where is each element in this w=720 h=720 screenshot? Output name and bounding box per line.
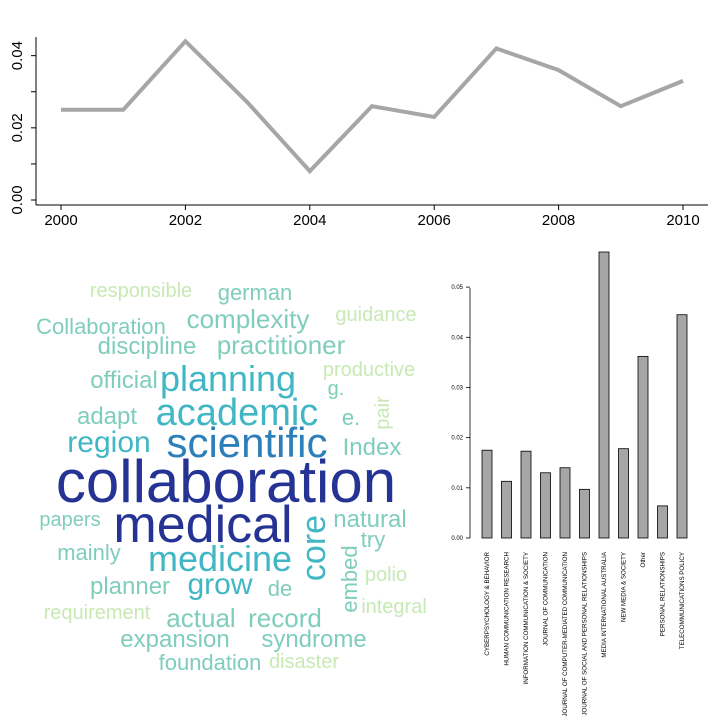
bar-y-tick-label: 0.04	[451, 335, 463, 341]
bar-x-label: NEW MEDIA & SOCIETY	[621, 552, 628, 622]
word-cloud-word: adapt	[77, 403, 137, 430]
bar	[559, 467, 571, 539]
bar	[520, 450, 532, 539]
line-y-tick-label: 0.04	[9, 41, 26, 70]
bar-chart-x-labels: CYBERPSYCHOLOGY & BEHAVIOR HUMAN COMMUNIC…	[484, 551, 686, 716]
word-cloud-word: core	[295, 515, 333, 581]
word-cloud: collaborationmedicalscientificacademicpl…	[36, 280, 427, 675]
word-cloud-word: Collaboration	[36, 314, 166, 339]
word-cloud-word: academic	[156, 392, 319, 434]
bar-x-label: JOURNAL OF COMMUNICATION	[543, 552, 550, 646]
word-cloud-word: medicine	[148, 538, 292, 579]
word-cloud-word: try	[361, 527, 385, 552]
bar-y-tick-label: 0.00	[451, 536, 463, 542]
line-chart-x-ticks: 2000 2002 2004 2006 2008 2010	[44, 205, 700, 229]
line-chart: 2000 2002 2004 2006 2008 2010 0.00 0.02 0.04	[9, 37, 708, 229]
word-cloud-word: productive	[323, 359, 415, 381]
word-cloud-word: e.	[342, 405, 360, 430]
bar	[637, 355, 649, 539]
bar	[598, 251, 610, 539]
word-cloud-word: expansion	[120, 626, 229, 653]
line-y-tick-label: 0.00	[9, 185, 26, 214]
bar	[579, 488, 590, 539]
line-x-tick-label: 2010	[666, 212, 699, 229]
word-cloud-word: syndrome	[261, 626, 366, 653]
bar-chart: 0.00 0.01 0.02 0.03 0.04 0.05 CYBERPSYCHOLOGY…	[451, 251, 688, 717]
word-cloud-word: record	[248, 603, 322, 633]
line-x-tick-label: 2006	[418, 212, 451, 229]
word-cloud-word: medical	[113, 496, 292, 554]
bar-x-label: JOURNAL OF COMPUTER-MEDIATED COMMUNICATI…	[562, 552, 569, 717]
word-cloud-word: official	[90, 367, 158, 394]
line-x-tick-label: 2008	[542, 212, 575, 229]
bar-x-label: JOURNAL OF SOCIAL AND PERSONAL RELATIONS…	[582, 552, 589, 716]
word-cloud-word: german	[218, 280, 293, 305]
word-cloud-word: de	[268, 576, 292, 601]
word-cloud-word: g.	[328, 378, 345, 400]
word-cloud-word: guidance	[335, 304, 416, 326]
bar	[501, 480, 512, 539]
bar-y-tick-label: 0.03	[451, 385, 463, 391]
line-x-tick-label: 2004	[293, 212, 326, 229]
bar-x-label: TELECOMMUNICATIONS POLICY	[679, 552, 686, 649]
bar	[481, 449, 493, 539]
bar-x-label: Other	[640, 552, 647, 567]
word-cloud-word: responsible	[90, 280, 192, 302]
bar-y-tick-label: 0.02	[451, 436, 463, 442]
bar	[676, 314, 688, 539]
word-cloud-word: papers	[39, 509, 100, 531]
word-cloud-word: region	[67, 426, 150, 459]
bar-y-tick-label: 0.01	[451, 486, 463, 492]
word-cloud-word: requirement	[44, 602, 151, 624]
bar-y-tick-label: 0.05	[451, 285, 463, 291]
word-cloud-word: collaboration	[56, 448, 396, 515]
word-cloud-word: pair	[372, 396, 394, 430]
word-cloud-word: scientific	[166, 419, 327, 466]
line-x-tick-label: 2002	[169, 212, 202, 229]
word-cloud-word: discipline	[98, 333, 197, 360]
word-cloud-word: mainly	[57, 540, 121, 565]
bar-x-label: PERSONAL RELATIONSHIPS	[660, 552, 667, 636]
word-cloud-word: integral	[361, 596, 427, 618]
line-y-tick-label: 0.02	[9, 113, 26, 142]
bar-x-label: MEDIA INTERNATIONAL AUSTRALIA	[601, 551, 608, 657]
bar-chart-bars	[481, 251, 688, 539]
line-series	[61, 38, 684, 175]
bar-chart-y-ticks: 0.00 0.01 0.02 0.03 0.04 0.05	[451, 285, 470, 542]
word-cloud-word: planner	[90, 573, 170, 600]
line-chart-y-ticks: 0.00 0.02 0.04	[9, 41, 36, 215]
word-cloud-word: disaster	[269, 651, 339, 673]
word-cloud-word: Index	[343, 434, 402, 461]
bar-x-label: HUMAN COMMUNICATION RESEARCH	[504, 552, 511, 666]
word-cloud-word: grow	[187, 568, 252, 601]
word-cloud-word: natural	[333, 506, 406, 533]
line-x-tick-label: 2000	[44, 212, 77, 229]
bar	[657, 505, 668, 539]
word-cloud-word: polio	[365, 564, 407, 586]
bar-x-label: CYBERPSYCHOLOGY & BEHAVIOR	[484, 551, 491, 655]
bar-x-label: INFORMATION COMMUNICATION & SOCIETY	[523, 552, 530, 684]
word-cloud-word: actual	[166, 603, 235, 633]
bar	[540, 472, 551, 539]
word-cloud-word: embed	[337, 545, 362, 612]
word-cloud-word: complexity	[187, 304, 310, 334]
word-cloud-word: planning	[160, 358, 296, 399]
bar	[618, 448, 629, 539]
word-cloud-word: foundation	[159, 650, 262, 675]
word-cloud-word: practitioner	[217, 330, 346, 360]
